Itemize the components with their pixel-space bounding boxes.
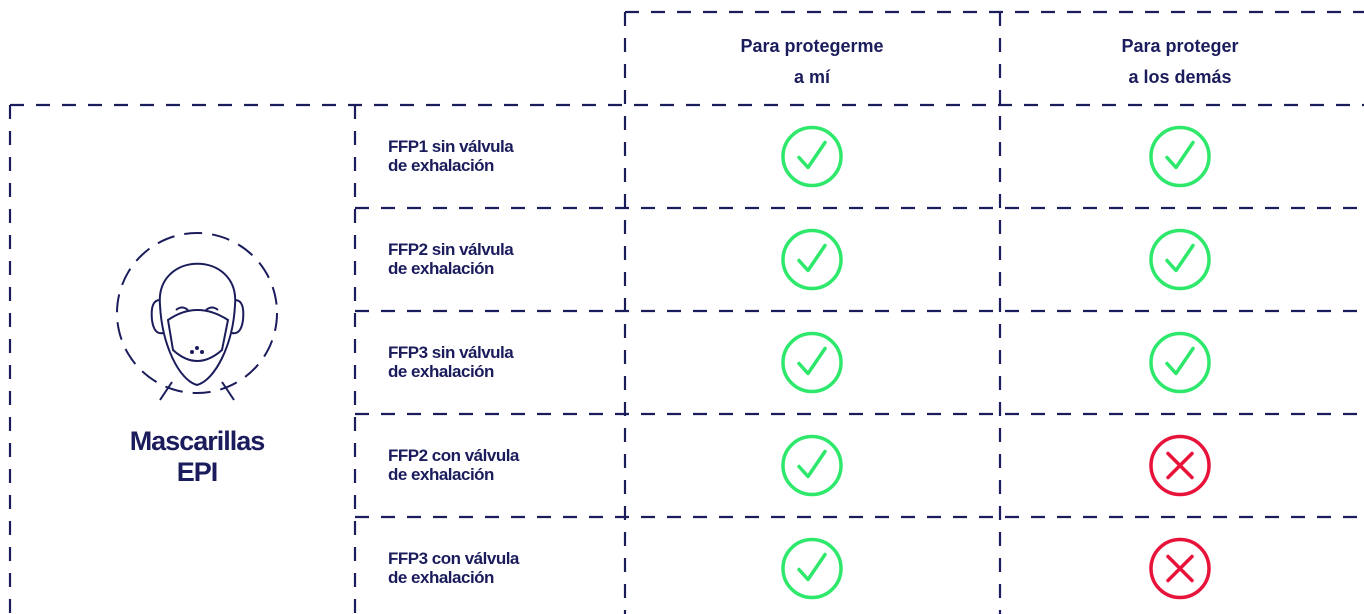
icon-circle (1149, 434, 1211, 497)
cross-icon (1149, 434, 1211, 497)
grid-lines (8, 10, 1364, 614)
icon-glyph (1165, 243, 1195, 273)
icon-glyph (797, 243, 827, 273)
icon-circle (1149, 331, 1211, 394)
cross-icon (1149, 537, 1211, 600)
row-label: FFP2 sin válvula (388, 240, 514, 259)
icon-circle (1149, 537, 1211, 600)
icon-circle (781, 434, 843, 497)
check-icon (1149, 331, 1211, 394)
icon-glyph (797, 140, 827, 170)
row-label: de exhalación (388, 362, 494, 381)
icon-glyph (797, 552, 827, 582)
row-label: FFP3 sin válvula (388, 343, 514, 362)
row-label: FFP3 con válvula (388, 549, 520, 568)
icon-glyph (797, 449, 827, 479)
icon-glyph (1165, 346, 1195, 376)
mask-icon (116, 232, 278, 401)
icon-glyph (1166, 451, 1194, 480)
icon-glyph (797, 346, 827, 376)
check-icon (1149, 125, 1211, 188)
row-label: de exhalación (388, 259, 494, 278)
icon-glyph (1165, 140, 1195, 170)
column-header: a mí (794, 67, 831, 87)
row-label: de exhalación (388, 568, 494, 587)
icon-circle (781, 228, 843, 291)
row-label: de exhalación (388, 156, 494, 175)
row-label: FFP2 con válvula (388, 446, 520, 465)
icon-circle (781, 331, 843, 394)
column-header: a los demás (1128, 67, 1231, 87)
icon-circle (781, 125, 843, 188)
check-icon (781, 125, 843, 188)
check-icon (781, 434, 843, 497)
check-icon (781, 537, 843, 600)
check-icon (781, 228, 843, 291)
column-header: Para protegerme (740, 36, 883, 56)
row-label: FFP1 sin válvula (388, 137, 514, 156)
icon-glyph (1166, 554, 1194, 583)
row-label: de exhalación (388, 465, 494, 484)
icon-circle (1149, 228, 1211, 291)
icon-circle (1149, 125, 1211, 188)
icon-circle (781, 537, 843, 600)
check-icon (781, 331, 843, 394)
group-label: Mascarillas (130, 426, 265, 456)
check-icon (1149, 228, 1211, 291)
group-label: EPI (177, 457, 218, 487)
column-header: Para proteger (1121, 36, 1238, 56)
